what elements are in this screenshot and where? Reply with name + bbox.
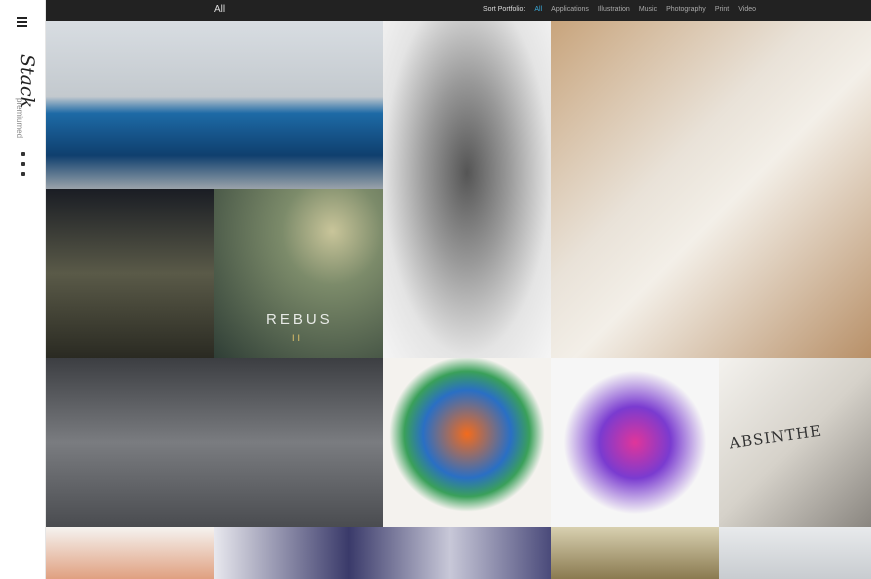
tagline: premiumed — [15, 98, 24, 139]
tile-dna[interactable] — [383, 358, 551, 527]
social-icons — [20, 152, 26, 182]
facebook-icon[interactable] — [21, 162, 25, 166]
tile-rebus[interactable]: REBUS II — [214, 189, 383, 358]
tile-surfer[interactable] — [46, 21, 383, 189]
tile-building[interactable] — [46, 189, 214, 358]
tile-crazy-ones[interactable] — [551, 358, 719, 527]
tile-sketch[interactable] — [551, 527, 719, 579]
filter-item[interactable]: Applications — [551, 6, 589, 13]
sidebar: Stack premiumed — [0, 0, 46, 579]
linkedin-icon[interactable] — [21, 172, 25, 176]
tile-tiger[interactable] — [383, 21, 551, 358]
menu-button[interactable] — [17, 17, 27, 29]
tile-helicopter[interactable] — [46, 358, 383, 527]
absinthe-title: ABSINTHE — [728, 421, 824, 453]
filter-item[interactable]: All — [534, 6, 543, 13]
filter-item[interactable]: Video — [738, 6, 756, 13]
tile-absinthe[interactable]: ABSINTHE — [719, 358, 871, 527]
tile-portrait[interactable] — [46, 527, 214, 579]
top-bar: All Sort Portfolio: All Applications Illus… — [46, 0, 871, 21]
filter-item[interactable]: Print — [714, 6, 730, 13]
tile-abstract[interactable] — [214, 527, 551, 579]
filter-item[interactable]: Photography — [666, 6, 706, 13]
rebus-title: REBUS — [266, 311, 333, 328]
filter-item[interactable]: Illustration — [597, 6, 630, 13]
filter-item[interactable]: Music — [638, 6, 658, 13]
rebus-number: II — [292, 333, 304, 343]
filter-list: Sort Portfolio: All Applications Illustrat… — [483, 6, 756, 13]
tile-tools[interactable] — [719, 527, 871, 579]
tile-paper[interactable] — [551, 21, 871, 358]
current-filter: All — [214, 4, 226, 15]
sort-label: Sort Portfolio: — [482, 6, 526, 13]
twitter-icon[interactable] — [21, 152, 25, 156]
